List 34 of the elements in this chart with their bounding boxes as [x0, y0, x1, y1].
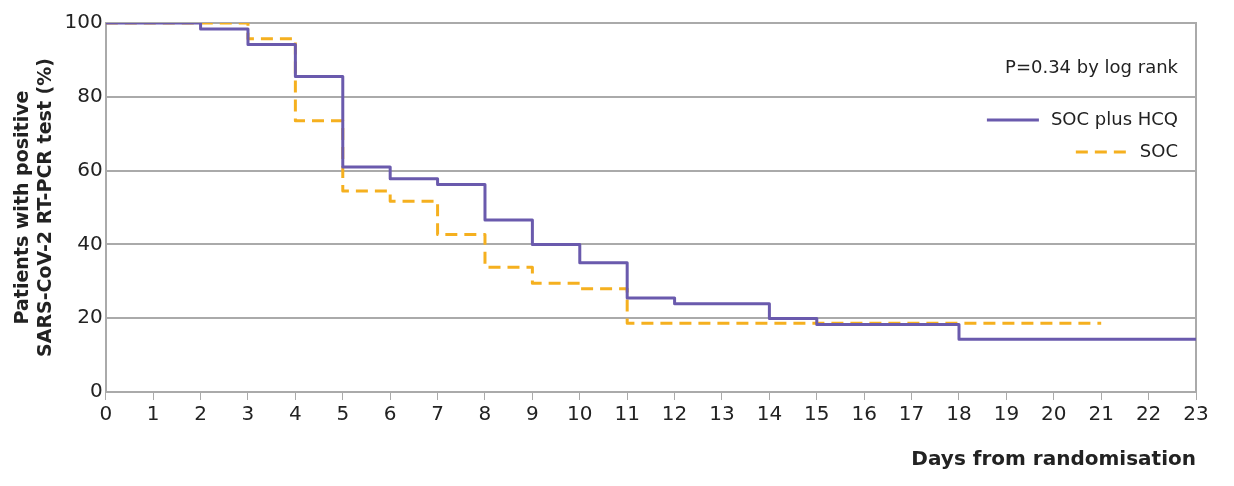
x-tick-label: 17	[898, 401, 925, 426]
x-tick-label: 3	[241, 401, 255, 426]
x-tick-label: 16	[851, 401, 877, 426]
x-tick-label: 2	[194, 401, 207, 426]
x-tick-label: 18	[946, 401, 972, 426]
x-tick-label: 20	[1041, 401, 1067, 426]
y-tick-label: 0	[90, 378, 103, 403]
y-axis-title: Patients with positive SARS-CoV-2 RT-PCR test (%)	[10, 58, 56, 357]
x-tick-label: 19	[993, 401, 1020, 426]
x-tick-label: 13	[709, 401, 735, 426]
y-tick-label: 20	[77, 304, 103, 329]
x-tick-label: 4	[289, 401, 302, 426]
x-tick-label: 11	[614, 401, 640, 426]
x-tick-label: 14	[756, 401, 783, 426]
x-tick-label: 10	[567, 401, 593, 426]
x-tick-label: 23	[1183, 401, 1209, 426]
x-tick-label: 15	[804, 401, 830, 426]
y-tick-label: 40	[77, 230, 103, 255]
x-tick-label: 21	[1088, 401, 1114, 426]
x-tick-label: 8	[478, 401, 492, 426]
y-tick-label: 100	[64, 9, 103, 34]
x-tick-label: 9	[526, 401, 539, 426]
y-tick-label: 80	[77, 83, 103, 107]
legend-label: SOC plus HCQ	[1050, 107, 1178, 129]
x-tick-label: 6	[383, 401, 397, 426]
x-tick-label: 22	[1135, 401, 1162, 426]
y-tick-label: 60	[77, 156, 103, 181]
annotation: P=0.34 by log rank	[1005, 55, 1179, 77]
x-axis-title: Days from randomisation	[911, 446, 1196, 471]
x-tick-label: 7	[431, 401, 444, 426]
x-tick-label: 12	[661, 401, 688, 426]
legend-label: SOC	[1139, 139, 1179, 161]
x-tick-label: 1	[146, 401, 160, 426]
x-tick-label: 5	[336, 401, 350, 426]
